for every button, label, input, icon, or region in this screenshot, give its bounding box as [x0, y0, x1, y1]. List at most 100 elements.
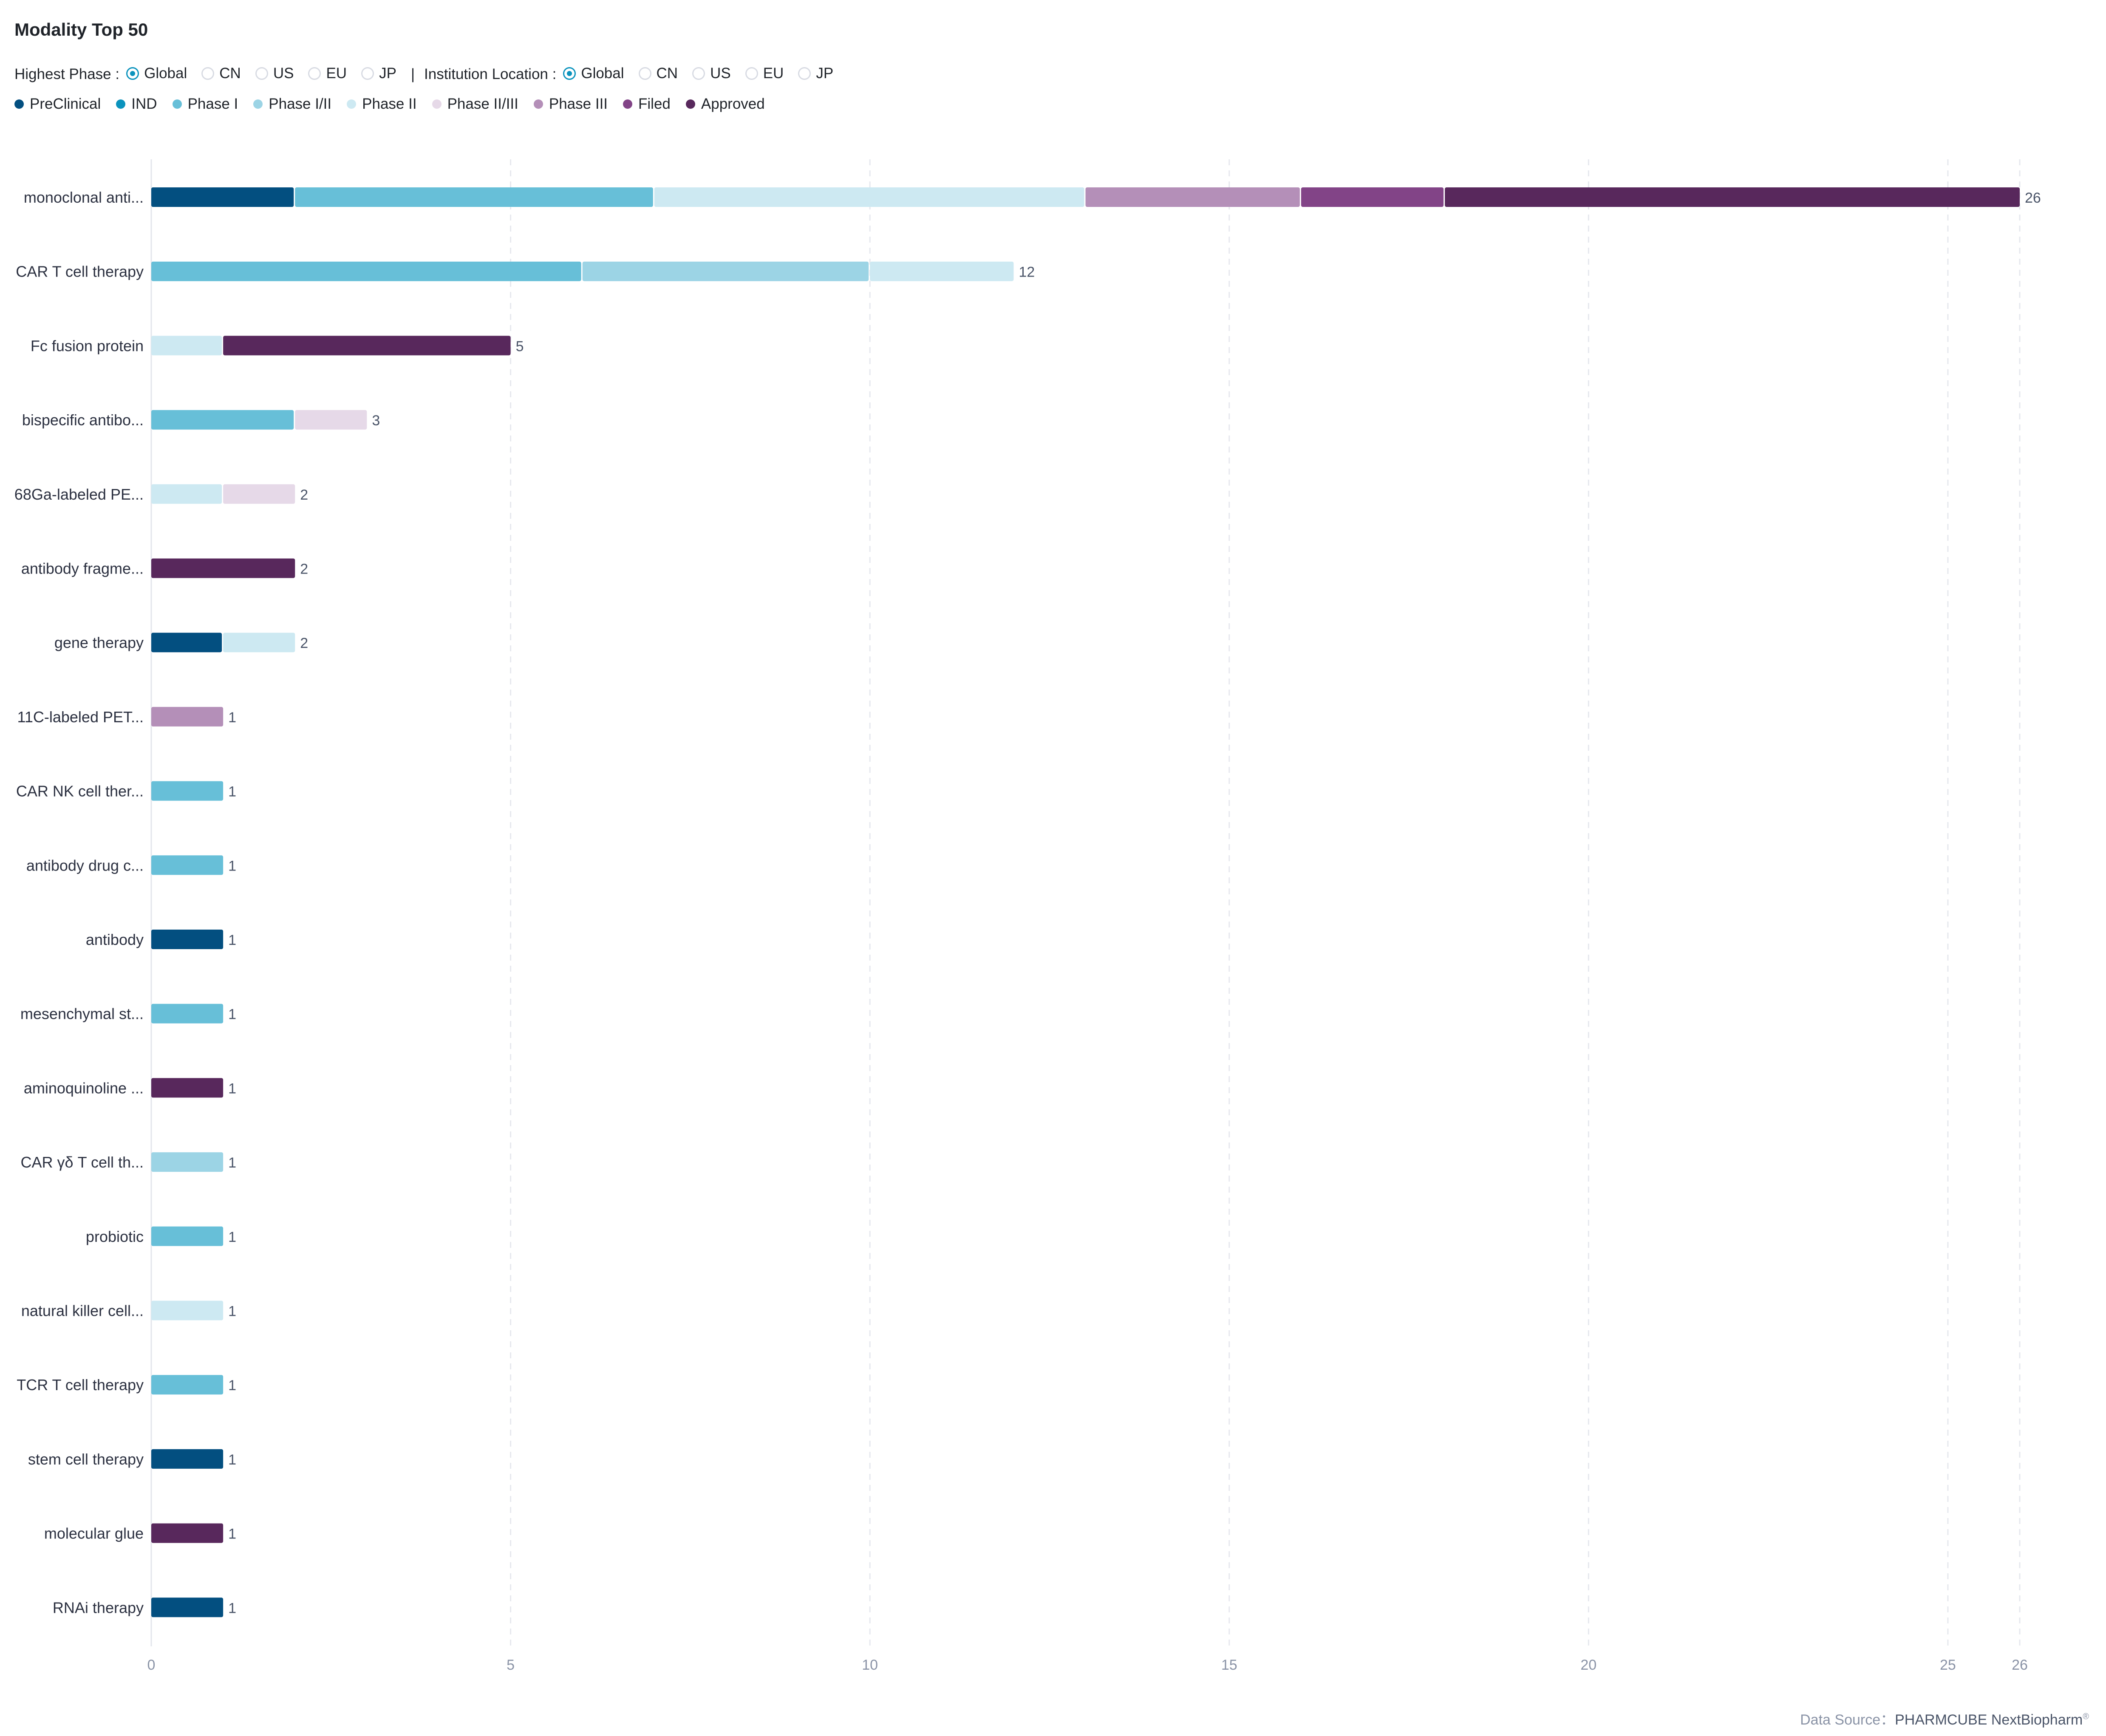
highest-phase-label: Highest Phase : — [14, 66, 120, 82]
legend-item-approved[interactable]: Approved — [685, 96, 765, 113]
legend-label: Phase I/II — [269, 96, 332, 112]
legend-item-phase-iii[interactable]: Phase III — [533, 96, 608, 113]
legend-dot-icon — [116, 99, 126, 109]
legend-dot-icon — [347, 99, 357, 109]
x-tick-label: 0 — [147, 1657, 156, 1673]
bar-total-label: 12 — [1019, 264, 1035, 280]
radio-circle-icon — [692, 67, 705, 80]
radio-circle-icon — [126, 67, 139, 80]
radio-label: EU — [763, 65, 784, 82]
chart-title: Modality Top 50 — [14, 20, 148, 40]
bar-total-label: 1 — [228, 784, 236, 800]
highest-phase-radio-cn[interactable]: CN — [201, 65, 241, 82]
radio-label: US — [710, 65, 731, 82]
legend-label: PreClinical — [30, 96, 101, 112]
bar-total-label: 1 — [228, 1526, 236, 1542]
legend-label: Phase II/III — [447, 96, 518, 112]
category-label: CAR T cell therapy — [16, 263, 144, 280]
legend-item-ind[interactable]: IND — [116, 96, 157, 113]
x-tick-label: 5 — [507, 1657, 515, 1673]
bar-segment-phase-i — [151, 1226, 224, 1246]
legend-item-phase-ii-iii[interactable]: Phase II/III — [432, 96, 518, 113]
radio-label: JP — [816, 65, 834, 82]
radio-circle-icon — [308, 67, 321, 80]
radio-label: Global — [144, 65, 187, 82]
data-source: Data Source：PHARMCUBE NextBiopharm® — [1800, 1708, 2089, 1729]
legend-item-filed[interactable]: Filed — [623, 96, 671, 113]
highest-phase-radio-global[interactable]: Global — [126, 65, 187, 82]
category-label: antibody drug c... — [26, 857, 144, 874]
radio-circle-icon — [798, 67, 811, 80]
legend-item-phase-i-ii[interactable]: Phase I/II — [253, 96, 331, 113]
bar-total-label: 1 — [228, 1155, 236, 1171]
category-label: 68Ga-labeled PE... — [14, 486, 144, 503]
legend-item-preclinical[interactable]: PreClinical — [14, 96, 101, 113]
x-tick-label: 20 — [1580, 1657, 1596, 1673]
bar-total-label: 2 — [300, 635, 308, 651]
radio-circle-icon — [563, 67, 576, 80]
bar-segment-preclinical — [151, 1449, 224, 1469]
category-label: TCR T cell therapy — [17, 1376, 144, 1394]
category-label: CAR γδ T cell th... — [21, 1154, 144, 1171]
institution-location-radio-us[interactable]: US — [692, 65, 731, 82]
radio-circle-icon — [361, 67, 374, 80]
category-label: molecular glue — [44, 1525, 144, 1542]
institution-location-radio-cn[interactable]: CN — [638, 65, 678, 82]
registered-mark: ® — [2083, 1712, 2089, 1722]
legend-label: Phase III — [549, 96, 608, 112]
category-label: antibody — [86, 931, 144, 948]
bar-total-label: 2 — [300, 561, 308, 577]
legend-dot-icon — [253, 99, 263, 109]
bar-segment-phase-ii-iii — [295, 410, 367, 430]
filter-separator: | — [410, 66, 415, 82]
institution-location-radio-eu[interactable]: EU — [745, 65, 784, 82]
institution-location-radio-global[interactable]: Global — [563, 65, 624, 82]
data-source-name: PHARMCUBE NextBiopharm — [1895, 1712, 2083, 1728]
category-label: CAR NK cell ther... — [16, 783, 144, 800]
category-label: bispecific antibo... — [22, 411, 144, 429]
bar-total-label: 5 — [516, 338, 524, 354]
bar-segment-phase-iii — [151, 707, 224, 727]
bar-segment-phase-ii — [654, 187, 1084, 207]
highest-phase-radio-us[interactable]: US — [255, 65, 294, 82]
bar-total-label: 1 — [228, 710, 236, 726]
highest-phase-options: Global CN US EU JP — [126, 65, 411, 84]
bar-total-label: 2 — [300, 487, 308, 503]
bar-total-label: 1 — [228, 1377, 236, 1394]
legend-item-phase-i[interactable]: Phase I — [172, 96, 238, 113]
legend-label: IND — [131, 96, 157, 112]
institution-location-radio-jp[interactable]: JP — [798, 65, 833, 82]
radio-circle-icon — [201, 67, 215, 80]
legend-dot-icon — [172, 99, 182, 109]
bar-total-label: 26 — [2025, 190, 2041, 206]
bar-segment-phase-i — [151, 855, 224, 875]
bar-segment-phase-ii — [223, 633, 295, 653]
radio-circle-icon — [745, 67, 758, 80]
category-label: natural killer cell... — [21, 1302, 144, 1320]
bar-segment-phase-i — [151, 410, 294, 430]
bar-total-label: 3 — [372, 413, 380, 429]
legend-label: Phase I — [187, 96, 238, 112]
legend-item-phase-ii[interactable]: Phase II — [347, 96, 417, 113]
x-tick-label: 10 — [862, 1657, 878, 1673]
bar-segment-approved — [151, 558, 295, 578]
bar-total-label: 1 — [228, 1600, 236, 1616]
x-tick-label: 15 — [1221, 1657, 1237, 1673]
bar-segment-phase-i — [151, 781, 224, 801]
institution-location-label: Institution Location : — [424, 66, 557, 82]
radio-circle-icon — [638, 67, 651, 80]
category-label: aminoquinoline ... — [24, 1079, 144, 1097]
legend-label: Filed — [638, 96, 671, 112]
category-label: Fc fusion protein — [31, 337, 144, 354]
highest-phase-radio-eu[interactable]: EU — [308, 65, 347, 82]
bar-segment-preclinical — [151, 930, 224, 949]
highest-phase-radio-jp[interactable]: JP — [361, 65, 396, 82]
radio-label: US — [273, 65, 294, 82]
filter-bar: Highest Phase : Global CN US EU JP | Institu… — [14, 64, 848, 85]
bar-segment-approved — [151, 1078, 224, 1098]
bar-total-label: 1 — [228, 1303, 236, 1320]
legend-dot-icon — [14, 99, 24, 109]
bar-segment-phase-ii — [870, 261, 1014, 281]
category-label: probiotic — [86, 1228, 144, 1245]
